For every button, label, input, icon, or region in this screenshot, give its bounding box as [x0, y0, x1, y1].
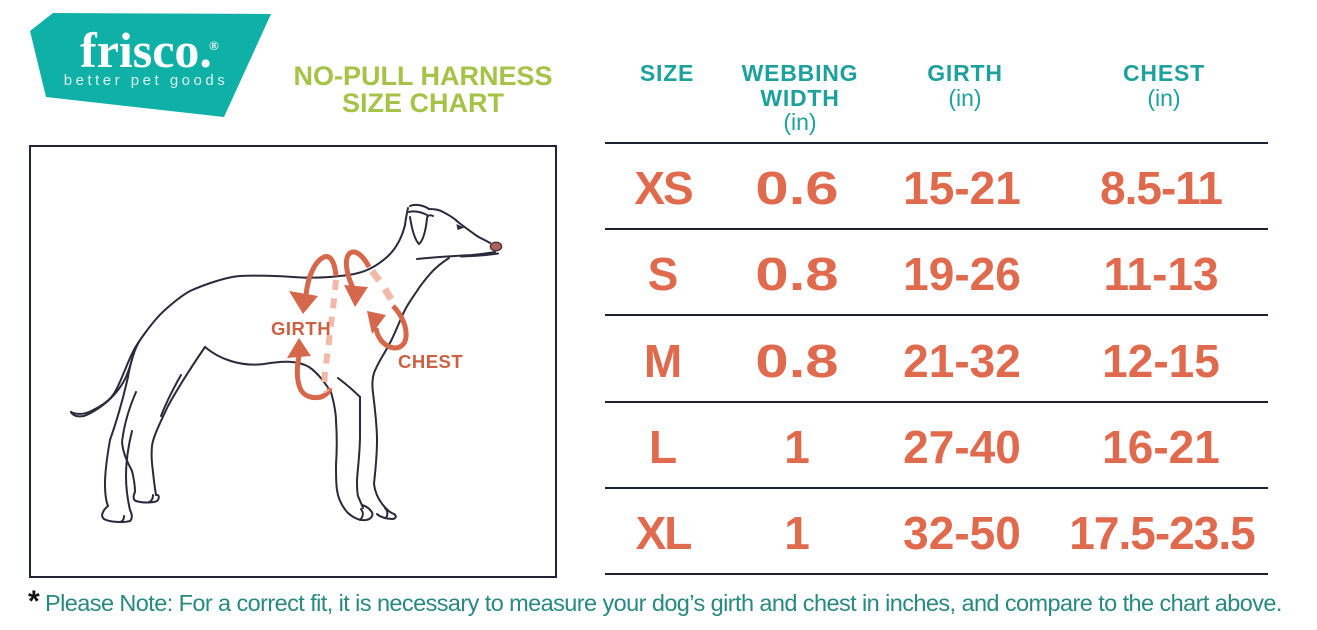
- svg-text:®: ®: [209, 38, 219, 53]
- svg-text:better pet goods: better pet goods: [64, 72, 228, 89]
- svg-text:GIRTH: GIRTH: [271, 318, 331, 339]
- svg-text:frisco.: frisco.: [80, 22, 212, 78]
- svg-text:CHEST: CHEST: [398, 351, 463, 372]
